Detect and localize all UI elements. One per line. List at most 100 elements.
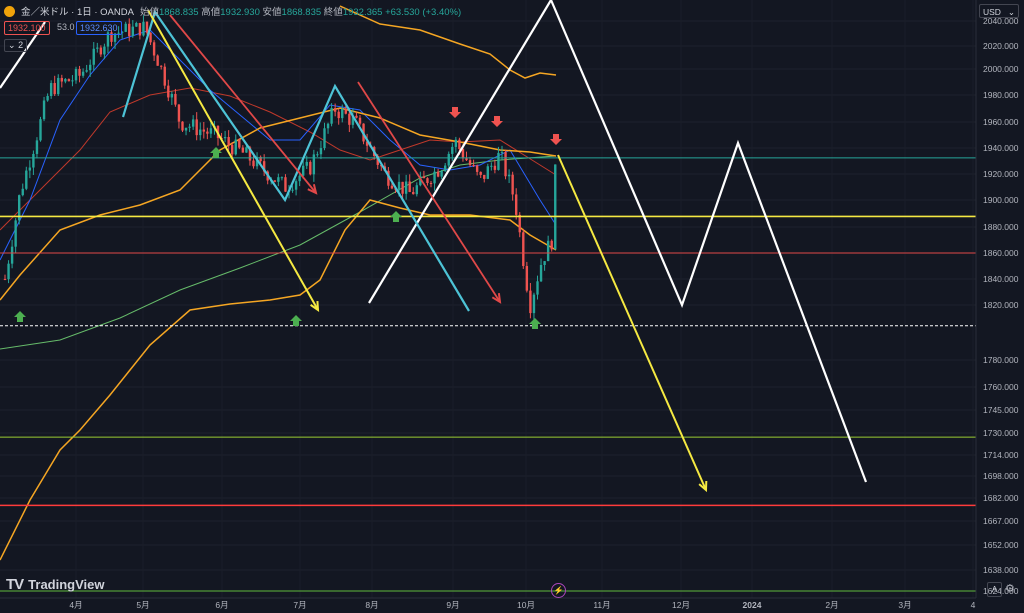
- candle-body: [273, 180, 276, 182]
- bb-upper-line: [339, 5, 557, 79]
- candle-body: [291, 189, 294, 191]
- candle-body: [316, 154, 319, 156]
- moving-averages: [0, 5, 557, 561]
- bb-mid-line: [0, 107, 557, 301]
- candle-body: [85, 70, 88, 72]
- candle-body: [341, 108, 344, 119]
- symbol-title[interactable]: 金／米ドル · 1日 · OANDA: [21, 7, 134, 18]
- time-tick-label: 4月: [69, 600, 82, 610]
- buy-button[interactable]: 1932.630: [76, 21, 122, 35]
- candle-body: [333, 108, 337, 112]
- candle-body: [426, 178, 429, 184]
- candle-body: [67, 79, 71, 82]
- candle-body: [451, 146, 454, 154]
- candle-body: [177, 104, 181, 122]
- chevron-down-icon: ⌄: [8, 40, 16, 50]
- candle-body: [74, 68, 78, 81]
- candle-body: [174, 93, 177, 105]
- candle-body: [529, 290, 532, 314]
- time-axis[interactable]: 4月 5月 6月 7月 8月 9月 10月 11月 12月 2024 2月 3月 4: [0, 597, 976, 610]
- candle-body: [167, 85, 170, 98]
- candle-body: [25, 170, 28, 189]
- candle-body: [440, 171, 443, 177]
- candle-body: [468, 160, 472, 166]
- auto-scale-button[interactable]: A: [987, 582, 1002, 597]
- price-tick-label: 1698.000: [983, 471, 1019, 481]
- candle-body: [351, 115, 355, 125]
- candle-body: [554, 164, 557, 250]
- price-tick-label: 1667.000: [983, 516, 1019, 526]
- low-value: 1868.835: [281, 7, 322, 18]
- candle-body: [344, 108, 347, 114]
- buy-signal-arrow: [14, 311, 26, 322]
- candle-body: [35, 140, 39, 154]
- arrow-head: [310, 300, 320, 313]
- price-tick-label: 1960.000: [983, 117, 1019, 127]
- candle-body: [231, 144, 234, 155]
- candle-body: [436, 171, 440, 177]
- candle-body: [319, 148, 323, 155]
- buy-signal-arrow: [390, 211, 402, 222]
- price-tick-label: 1638.000: [983, 565, 1019, 575]
- candle-body: [518, 214, 521, 233]
- sell-button[interactable]: 1932.100: [4, 21, 50, 35]
- time-tick-label: 2月: [825, 600, 838, 610]
- candle-body: [14, 220, 17, 247]
- currency-select[interactable]: USD ⌄: [979, 4, 1019, 18]
- candle-body: [419, 176, 422, 186]
- close-value: 1932.365: [342, 7, 383, 18]
- candle-body: [117, 32, 120, 34]
- candle-body: [539, 264, 543, 282]
- time-tick-label: 8月: [365, 600, 378, 610]
- close-label: 終値: [323, 7, 343, 18]
- candle-body: [71, 80, 74, 82]
- price-tick-label: 2000.000: [983, 64, 1019, 74]
- candle-body: [28, 167, 32, 171]
- drawings: [0, 0, 868, 493]
- buy-signal-arrow: [529, 318, 541, 329]
- candle-body: [238, 139, 241, 148]
- candle-body: [199, 129, 202, 136]
- candle-body: [223, 137, 227, 139]
- price-axis[interactable]: 2040.000 2020.000 2000.000 1980.000 1960.000…: [975, 0, 1024, 613]
- candle-body: [195, 119, 198, 136]
- indicators-toggle[interactable]: ⌄ 2: [4, 39, 28, 52]
- candle-body: [188, 126, 191, 128]
- candle-body: [447, 153, 450, 166]
- candle-body: [486, 166, 489, 179]
- candle-body: [92, 48, 95, 65]
- candle-body: [532, 294, 536, 314]
- buy-signal-arrow: [210, 147, 222, 158]
- price-tick-label: 2020.000: [983, 41, 1019, 51]
- candle-body: [277, 177, 280, 182]
- candle-body: [305, 161, 308, 166]
- gear-icon[interactable]: ⚙: [1005, 583, 1015, 595]
- candle-body: [507, 174, 511, 177]
- candle-body: [546, 240, 550, 262]
- horizontal-levels: 1932.3651887.8601805.2111677.189: [0, 151, 1022, 592]
- candle-body: [191, 119, 195, 127]
- ma-20-line: [0, 29, 557, 261]
- price-tick-label: 1730.000: [983, 428, 1019, 438]
- candle-body: [280, 177, 284, 179]
- time-tick-label: 2024: [743, 600, 762, 610]
- buy-signal-arrow: [290, 315, 302, 326]
- candle-body: [444, 165, 447, 172]
- candle-body: [490, 165, 493, 167]
- tv-logo-icon: TV: [6, 576, 24, 593]
- candle-body: [18, 195, 21, 221]
- candle-body: [284, 177, 287, 192]
- candle-body: [511, 174, 514, 195]
- candle-body: [483, 174, 486, 179]
- arrow-head: [491, 292, 502, 304]
- red-trend-arrow-1: [169, 14, 317, 194]
- lightning-icon[interactable]: ⚡: [551, 583, 566, 598]
- candle-body: [32, 153, 35, 168]
- candle-body: [397, 181, 401, 190]
- low-label: 安値: [262, 7, 282, 18]
- candle-body: [206, 131, 209, 134]
- candle-body: [78, 68, 81, 76]
- candle-body: [103, 46, 106, 55]
- candle-body: [227, 137, 230, 145]
